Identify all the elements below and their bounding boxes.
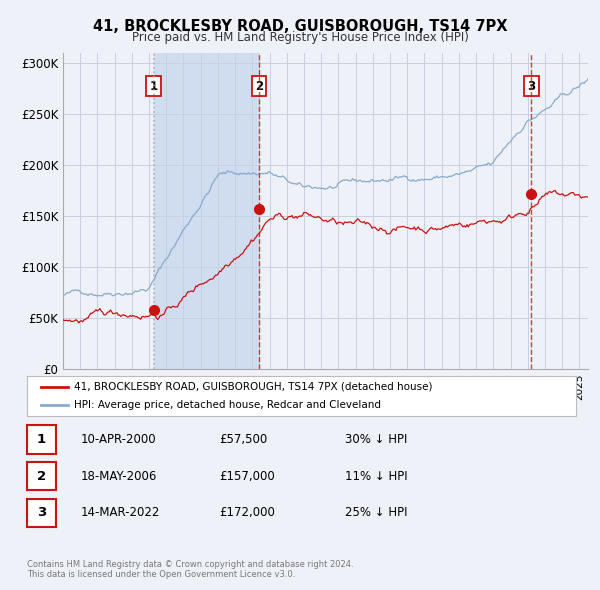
Text: 30% ↓ HPI: 30% ↓ HPI [345, 433, 407, 446]
Bar [154, 53, 259, 369]
Text: 1: 1 [37, 433, 46, 446]
Text: 2: 2 [255, 80, 263, 93]
Text: 18-MAY-2006: 18-MAY-2006 [81, 470, 157, 483]
Text: 41, BROCKLESBY ROAD, GUISBOROUGH, TS14 7PX: 41, BROCKLESBY ROAD, GUISBOROUGH, TS14 7… [93, 19, 507, 34]
Text: 25% ↓ HPI: 25% ↓ HPI [345, 506, 407, 519]
Text: 3: 3 [37, 506, 46, 519]
Text: 11% ↓ HPI: 11% ↓ HPI [345, 470, 407, 483]
Text: 41, BROCKLESBY ROAD, GUISBOROUGH, TS14 7PX (detached house): 41, BROCKLESBY ROAD, GUISBOROUGH, TS14 7… [74, 382, 432, 392]
Text: Contains HM Land Registry data © Crown copyright and database right 2024.
This d: Contains HM Land Registry data © Crown c… [27, 560, 353, 579]
Text: £57,500: £57,500 [219, 433, 267, 446]
Text: 1: 1 [150, 80, 158, 93]
Text: 3: 3 [527, 80, 535, 93]
Text: HPI: Average price, detached house, Redcar and Cleveland: HPI: Average price, detached house, Redc… [74, 400, 380, 410]
Text: 2: 2 [37, 470, 46, 483]
Text: £172,000: £172,000 [219, 506, 275, 519]
Text: 14-MAR-2022: 14-MAR-2022 [81, 506, 160, 519]
Text: 10-APR-2000: 10-APR-2000 [81, 433, 157, 446]
Text: £157,000: £157,000 [219, 470, 275, 483]
Text: Price paid vs. HM Land Registry's House Price Index (HPI): Price paid vs. HM Land Registry's House … [131, 31, 469, 44]
